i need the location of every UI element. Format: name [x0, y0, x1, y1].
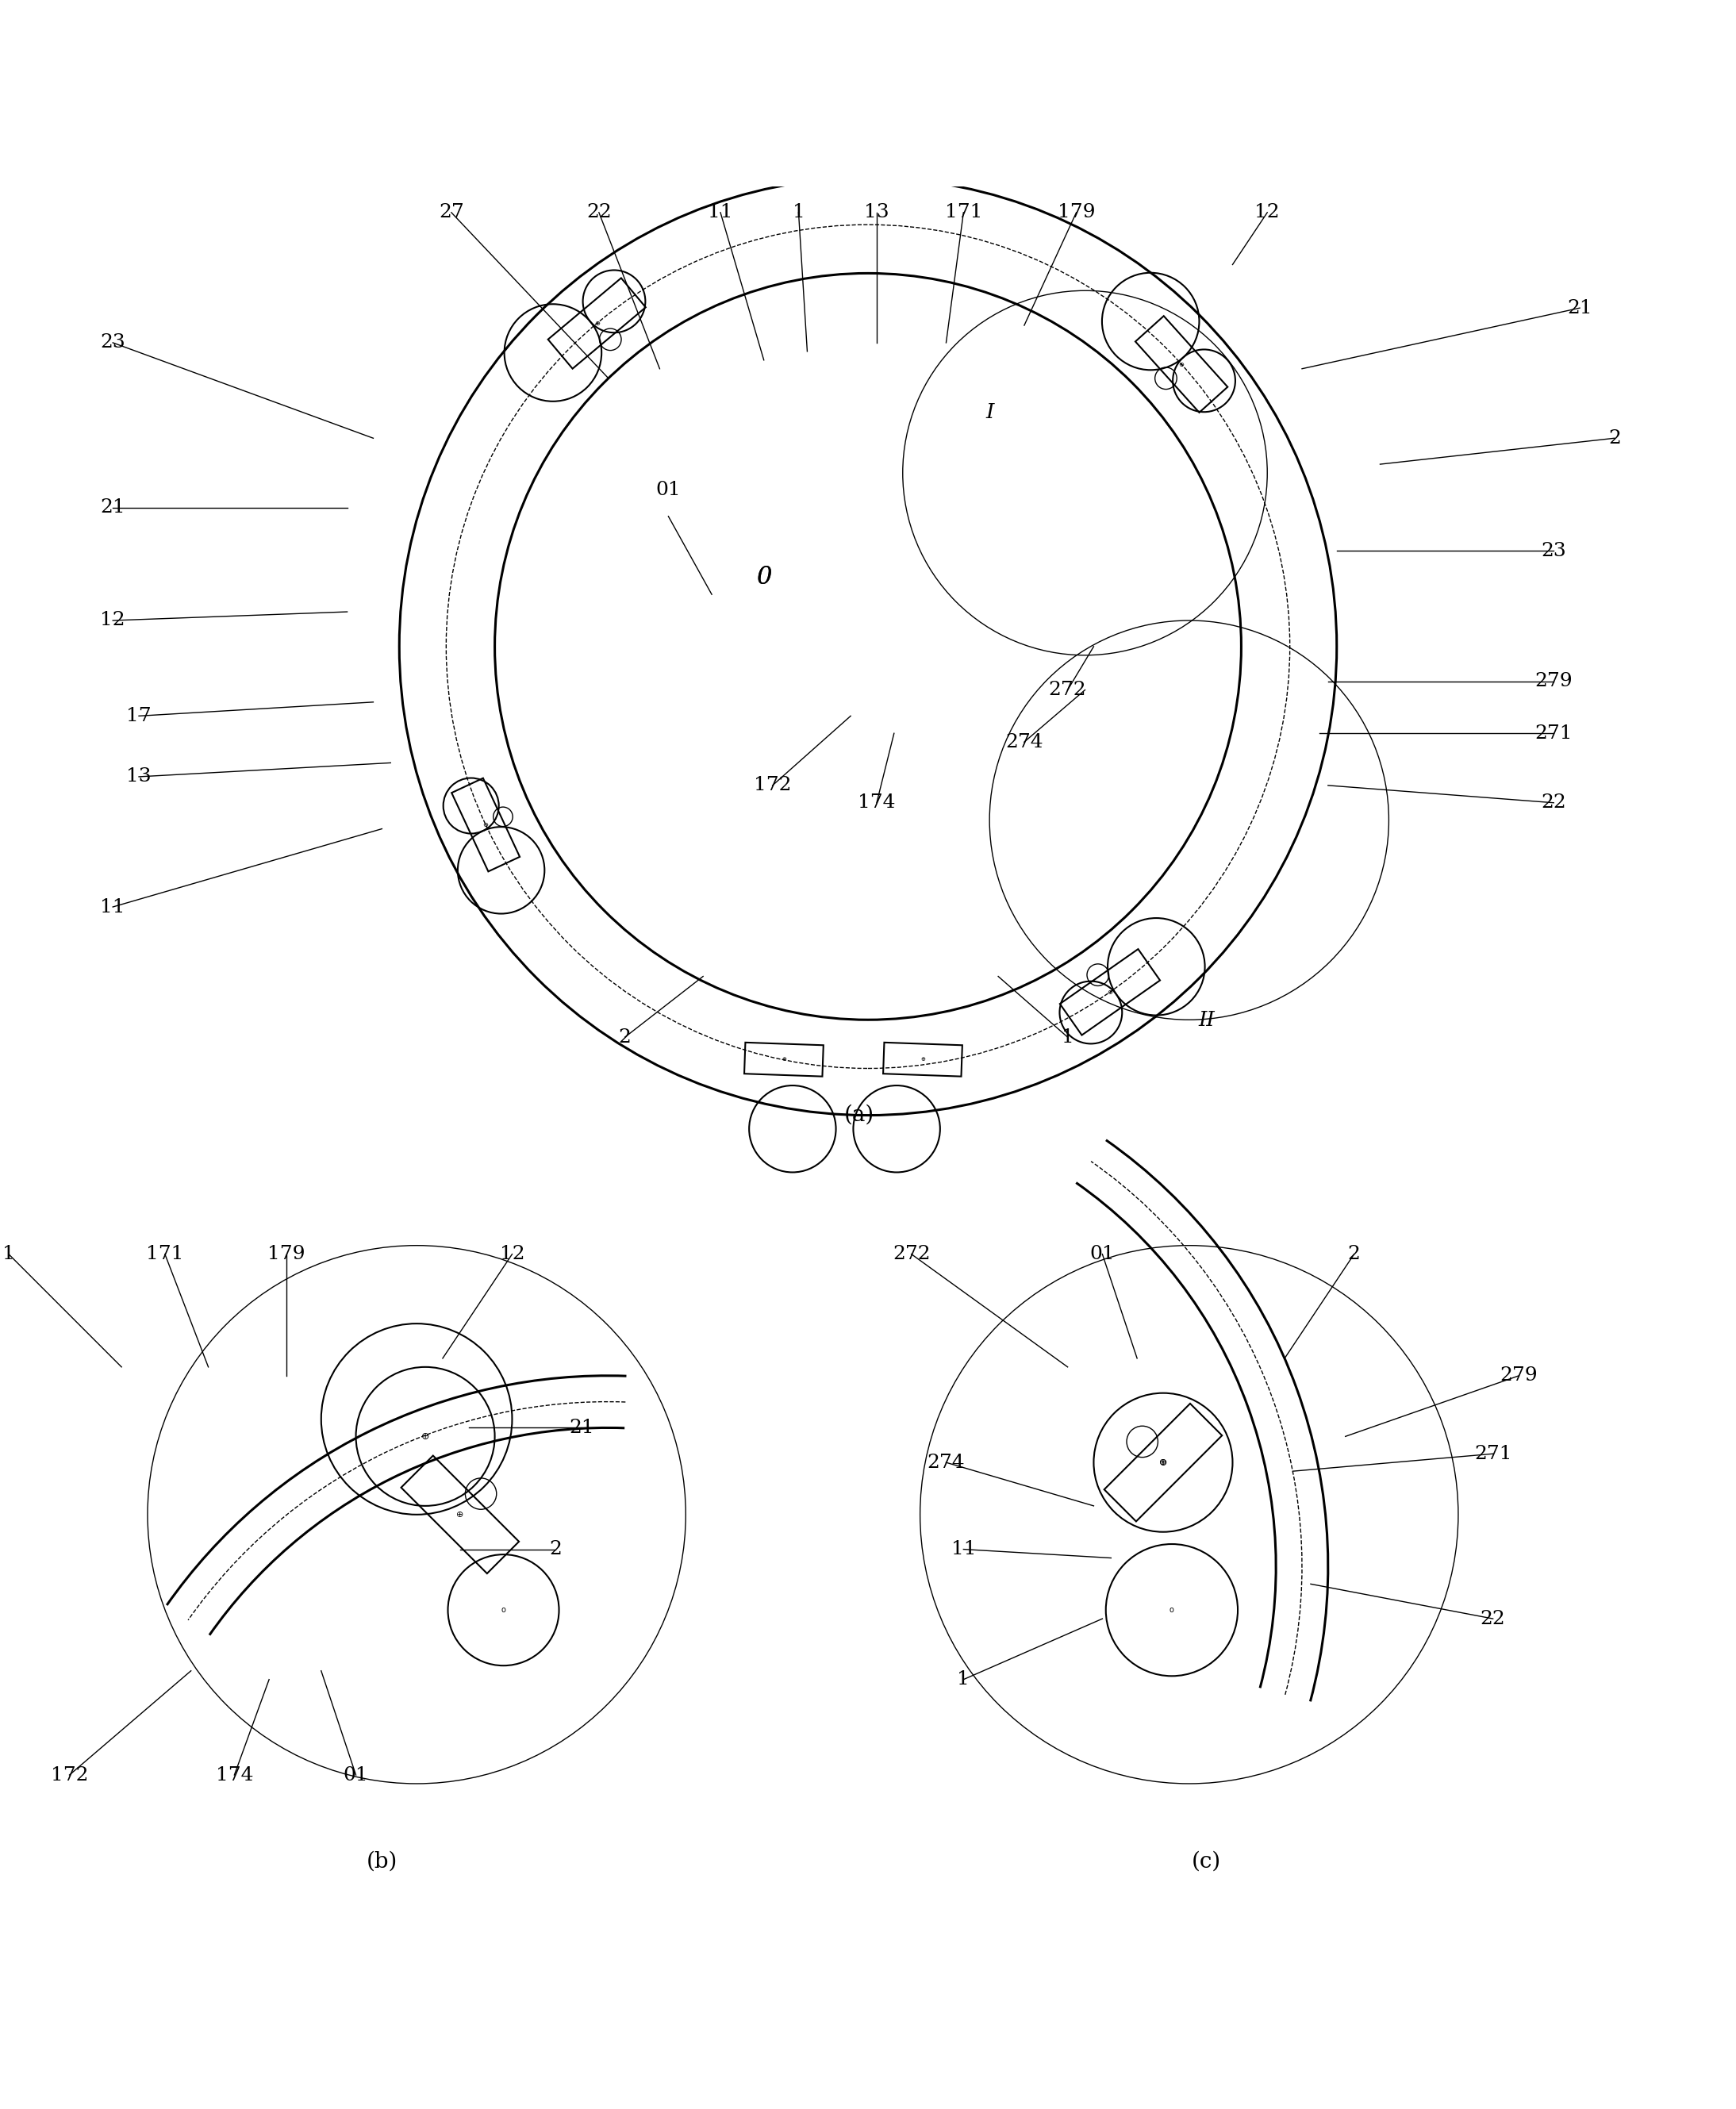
Text: 13: 13 [127, 768, 151, 787]
Text: 271: 271 [1474, 1445, 1512, 1464]
Text: II: II [1198, 1010, 1215, 1029]
Text: 2: 2 [618, 1027, 632, 1046]
Text: 22: 22 [1481, 1609, 1505, 1628]
Text: 174: 174 [215, 1765, 253, 1784]
Text: 11: 11 [101, 898, 125, 915]
Text: 272: 272 [892, 1244, 930, 1263]
Text: 171: 171 [944, 202, 983, 221]
Text: 174: 174 [858, 793, 896, 812]
Text: ⊕: ⊕ [457, 1510, 464, 1518]
Text: o: o [1170, 1607, 1174, 1613]
Text: 1: 1 [957, 1670, 970, 1689]
Text: ⊕: ⊕ [1179, 361, 1184, 367]
Text: 0: 0 [757, 565, 771, 588]
Text: o: o [502, 1607, 505, 1613]
Text: 27: 27 [439, 202, 464, 221]
Text: 0: 0 [757, 565, 771, 588]
Text: 172: 172 [50, 1765, 89, 1784]
Text: 23: 23 [101, 333, 125, 352]
Text: 274: 274 [927, 1453, 965, 1472]
Text: 272: 272 [1049, 681, 1087, 698]
Text: ⊕: ⊕ [920, 1057, 925, 1061]
Text: 01: 01 [344, 1765, 368, 1784]
Text: 279: 279 [1500, 1367, 1538, 1386]
Text: ⊕: ⊕ [1160, 1459, 1167, 1466]
Text: 21: 21 [101, 498, 125, 517]
Text: ⊕: ⊕ [781, 1057, 786, 1061]
Text: 171: 171 [146, 1244, 184, 1263]
Text: 17: 17 [127, 707, 151, 725]
Text: 13: 13 [865, 202, 889, 221]
Text: 2: 2 [549, 1540, 562, 1559]
Text: (c): (c) [1191, 1852, 1222, 1873]
Text: 279: 279 [1535, 673, 1573, 690]
Text: I: I [986, 403, 993, 422]
Text: 01: 01 [656, 481, 681, 500]
Text: ⊕: ⊕ [422, 1432, 429, 1443]
Text: 23: 23 [1542, 542, 1566, 561]
Text: 11: 11 [951, 1540, 976, 1559]
Text: 1: 1 [1061, 1027, 1075, 1046]
Text: 22: 22 [587, 202, 611, 221]
Text: 274: 274 [1005, 734, 1043, 751]
Text: 172: 172 [753, 776, 792, 795]
Text: 179: 179 [267, 1244, 306, 1263]
Text: 12: 12 [1255, 202, 1279, 221]
Text: 01: 01 [1090, 1244, 1115, 1263]
Text: 179: 179 [1057, 202, 1095, 221]
Text: 2: 2 [1608, 428, 1621, 447]
Text: 21: 21 [1568, 299, 1592, 316]
Text: (a): (a) [844, 1105, 875, 1126]
Text: (b): (b) [366, 1852, 398, 1873]
Text: ⊕: ⊕ [594, 321, 599, 327]
Text: 22: 22 [1542, 793, 1566, 812]
Text: 271: 271 [1535, 723, 1573, 742]
Text: 1: 1 [792, 202, 806, 221]
Text: ⊕: ⊕ [1160, 1457, 1167, 1468]
Text: 11: 11 [708, 202, 733, 221]
Text: ⊕: ⊕ [483, 820, 488, 829]
Text: 12: 12 [500, 1244, 524, 1263]
Text: 1: 1 [2, 1244, 16, 1263]
Text: 12: 12 [101, 612, 125, 631]
Text: 2: 2 [1347, 1244, 1361, 1263]
Text: 21: 21 [569, 1419, 594, 1436]
Text: ⊕: ⊕ [1108, 989, 1113, 995]
